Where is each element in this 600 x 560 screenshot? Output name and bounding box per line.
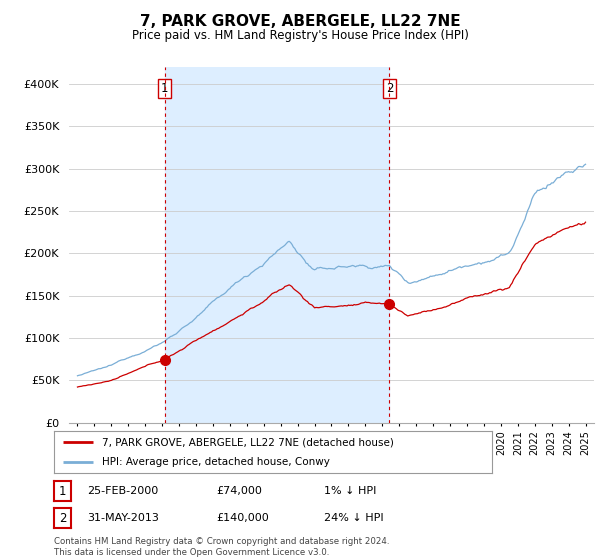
Text: 2: 2: [386, 82, 393, 95]
Text: 24% ↓ HPI: 24% ↓ HPI: [324, 513, 383, 523]
Text: £140,000: £140,000: [216, 513, 269, 523]
Text: HPI: Average price, detached house, Conwy: HPI: Average price, detached house, Conw…: [102, 458, 330, 467]
Text: 1% ↓ HPI: 1% ↓ HPI: [324, 486, 376, 496]
Bar: [164, 67, 389, 423]
Text: 1: 1: [59, 484, 66, 498]
Text: 31-MAY-2013: 31-MAY-2013: [87, 513, 159, 523]
Text: 7, PARK GROVE, ABERGELE, LL22 7NE (detached house): 7, PARK GROVE, ABERGELE, LL22 7NE (detac…: [102, 437, 394, 447]
Text: Contains HM Land Registry data © Crown copyright and database right 2024.
This d: Contains HM Land Registry data © Crown c…: [54, 537, 389, 557]
Text: 1: 1: [161, 82, 169, 95]
Text: Price paid vs. HM Land Registry's House Price Index (HPI): Price paid vs. HM Land Registry's House …: [131, 29, 469, 42]
Text: 7, PARK GROVE, ABERGELE, LL22 7NE: 7, PARK GROVE, ABERGELE, LL22 7NE: [140, 14, 460, 29]
Text: 25-FEB-2000: 25-FEB-2000: [87, 486, 158, 496]
Text: 2: 2: [59, 511, 66, 525]
Text: £74,000: £74,000: [216, 486, 262, 496]
